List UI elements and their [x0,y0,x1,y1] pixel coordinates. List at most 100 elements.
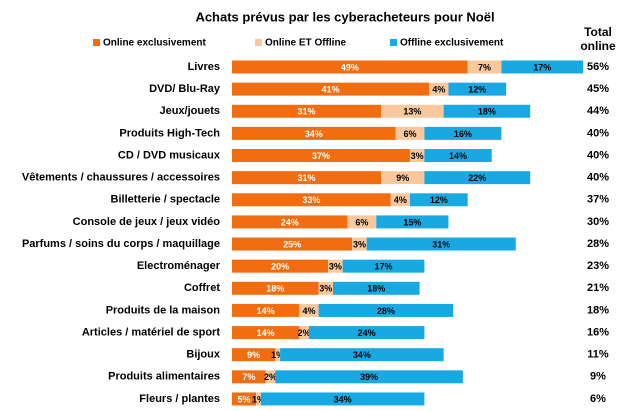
value-label: 3% [411,151,424,161]
value-label: 34% [353,350,371,360]
legend-label: Offline exclusivement [400,38,504,49]
value-label: 12% [430,195,448,205]
bar-segment [232,60,468,74]
total-label: 40% [587,149,609,161]
value-label: 7% [478,62,491,72]
value-label: 17% [375,262,393,272]
value-label: 28% [377,306,395,316]
value-label: 25% [283,239,301,249]
value-label: 6% [403,129,416,139]
value-label: 49% [341,62,359,72]
total-label: 18% [587,304,609,316]
bar-segment [318,303,454,317]
value-label: 3% [319,284,332,294]
value-label: 5% [238,394,251,404]
category-label: CD / DVD musicaux [118,149,221,161]
chart-title: Achats prévus par les cyberacheteurs pou… [195,9,494,24]
value-label: 31% [432,239,450,249]
bar-segment [232,104,382,118]
legend-label: Online ET Offline [265,38,347,49]
value-label: 31% [298,173,316,183]
legend-label: Online exclusivement [103,38,206,49]
category-label: Articles / matériel de sport [82,326,220,338]
value-label: 3% [353,239,366,249]
bar-segment [232,171,382,185]
legend-swatch [390,39,397,46]
bar-segment [318,281,334,295]
bar-segment [232,326,300,340]
bar-segment [424,149,492,163]
bar-segment [352,237,367,251]
bar-segment [260,392,425,406]
value-label: 4% [394,195,407,205]
category-label: Billetterie / spectacle [111,194,220,206]
total-label: 6% [590,393,606,405]
value-label: 1% [252,394,265,404]
bar-segment [443,104,531,118]
value-label: 3% [329,262,342,272]
bar-segment [409,193,468,207]
category-label: Produits de la maison [106,304,221,316]
bar-segment [376,215,449,229]
value-label: 18% [266,284,284,294]
bar-segment [308,326,425,340]
total-label: 9% [590,371,606,383]
bar-segment [232,149,410,163]
bar-segment [467,60,502,74]
bar-segment [275,348,281,362]
bar-segment [232,126,396,140]
value-label: 14% [257,328,275,338]
bar-segment [424,171,531,185]
bar-segment [265,370,276,384]
value-label: 6% [355,217,368,227]
value-label: 9% [396,173,409,183]
bar-segment [395,126,425,140]
bar-segment [390,193,410,207]
value-label: 7% [242,372,255,382]
bar-segment [429,82,449,96]
total-label: 40% [587,127,609,139]
total-label: 45% [587,83,609,95]
bar-segment [409,149,425,163]
value-label: 37% [312,151,330,161]
bar-segment [232,193,391,207]
total-label: 16% [587,326,609,338]
category-label: DVD/ Blu-Ray [149,83,221,95]
category-label: Livres [188,61,220,73]
value-label: 24% [281,217,299,227]
bar-segment [333,281,420,295]
bar-segment [280,348,444,362]
bar-segment [448,82,507,96]
totals-header: Total [584,25,612,39]
value-label: 12% [468,85,486,95]
bar-segment [232,259,329,273]
value-label: 14% [257,306,275,316]
bar-segment [299,303,319,317]
category-label: Fleurs / plantes [139,393,220,405]
legend-swatch [255,39,262,46]
total-label: 56% [587,61,609,73]
bar-segment [232,348,276,362]
bar-segment [232,303,300,317]
value-label: 13% [403,107,421,117]
value-label: 18% [367,284,385,294]
bar-segment [328,259,343,273]
total-label: 11% [587,349,609,361]
value-label: 39% [360,372,378,382]
bar-segment [501,60,584,74]
total-label: 21% [587,282,609,294]
bar-segment [232,392,257,406]
totals-header: online [580,39,616,53]
value-label: 41% [322,85,340,95]
value-label: 31% [298,107,316,117]
value-label: 4% [432,85,445,95]
bar-segment [299,326,309,340]
bar-segment [424,126,502,140]
category-label: Electroménager [137,260,221,272]
legend-swatch [93,39,100,46]
total-label: 23% [587,260,609,272]
value-label: 9% [247,350,260,360]
bar-segment [342,259,425,273]
bar-segment [381,171,425,185]
